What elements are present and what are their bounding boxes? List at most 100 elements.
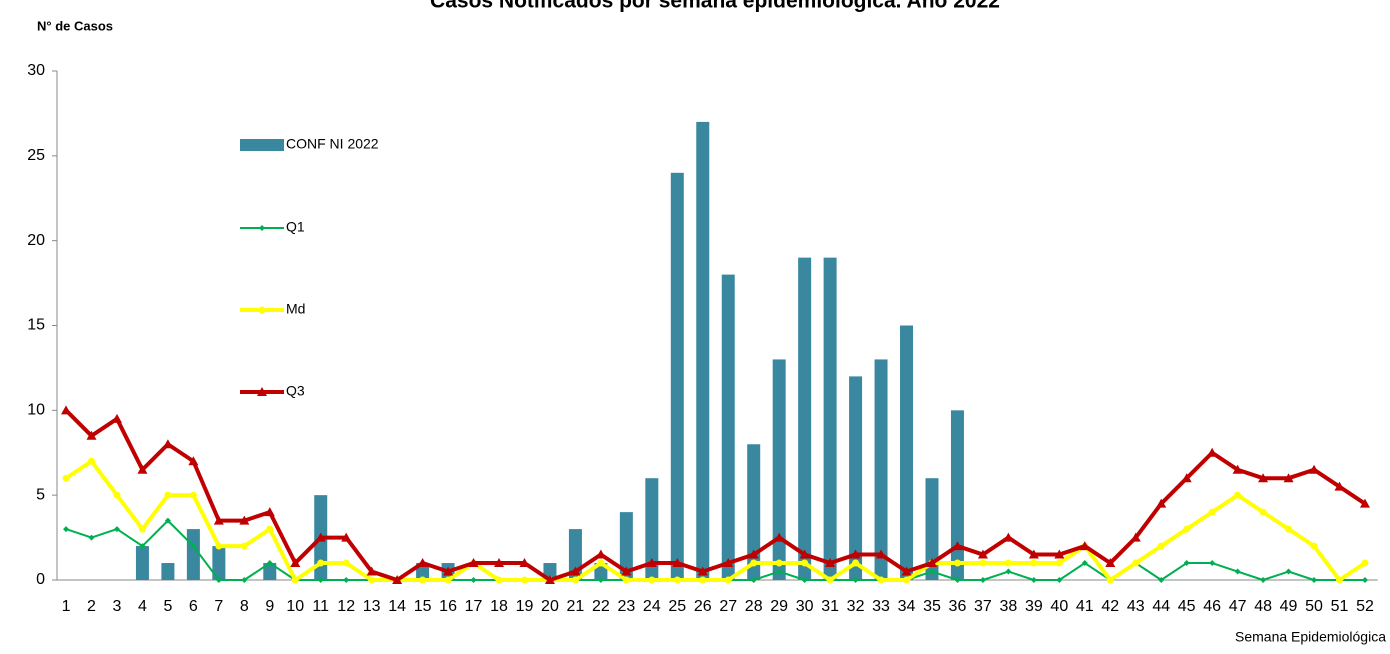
- marker: [597, 577, 604, 583]
- marker: [697, 566, 708, 576]
- x-tick-label: 11: [312, 598, 329, 615]
- marker: [852, 559, 860, 567]
- x-tick-label: 42: [1101, 598, 1119, 615]
- bar: [874, 359, 888, 580]
- marker: [215, 577, 222, 583]
- y-tick-label: 5: [36, 486, 45, 503]
- marker: [953, 559, 961, 567]
- y-tick-label: 10: [27, 402, 45, 419]
- y-tick-label: 0: [36, 571, 45, 588]
- marker: [519, 558, 530, 568]
- marker: [570, 566, 581, 576]
- bar: [645, 478, 659, 580]
- line: [64, 408, 1367, 582]
- marker: [646, 558, 657, 568]
- marker: [901, 566, 912, 576]
- x-tick-label: 26: [694, 598, 712, 615]
- x-tick-label: 13: [363, 598, 381, 615]
- x-tick-label: 21: [567, 598, 585, 615]
- bar: [721, 274, 735, 580]
- marker: [137, 464, 148, 474]
- x-tick-label: 40: [1050, 598, 1068, 615]
- marker: [852, 577, 859, 583]
- marker: [266, 560, 273, 567]
- marker: [1209, 560, 1216, 567]
- marker: [1157, 542, 1165, 550]
- marker: [1285, 525, 1293, 533]
- x-tick-label: 6: [189, 598, 198, 615]
- marker: [392, 575, 403, 584]
- marker: [444, 576, 452, 584]
- x-tick-label: 19: [516, 598, 534, 615]
- x-tick-label: 33: [872, 598, 890, 615]
- marker: [1003, 532, 1014, 542]
- marker: [1311, 577, 1318, 583]
- marker: [113, 491, 121, 499]
- marker: [699, 576, 707, 584]
- marker: [164, 517, 171, 524]
- marker: [724, 576, 732, 584]
- line: [65, 519, 1365, 581]
- marker: [1005, 568, 1012, 575]
- marker: [215, 542, 223, 550]
- x-tick-label: 44: [1152, 598, 1170, 615]
- marker: [1183, 525, 1191, 533]
- bar: [849, 376, 863, 580]
- x-tick-label: 46: [1203, 598, 1221, 615]
- bar: [900, 325, 914, 580]
- marker: [597, 559, 605, 567]
- bar: [212, 546, 226, 580]
- x-tick-label: 28: [745, 598, 763, 615]
- marker: [748, 549, 759, 559]
- legend-marker: [258, 306, 266, 314]
- legend-marker: [257, 387, 267, 396]
- y-tick-label: 20: [27, 232, 45, 249]
- marker: [977, 549, 988, 559]
- marker: [290, 558, 301, 568]
- marker: [317, 577, 324, 583]
- legend-label: Q1: [286, 219, 305, 235]
- x-tick-label: 29: [770, 598, 788, 615]
- x-tick-label: 51: [1331, 598, 1349, 615]
- marker: [86, 430, 97, 440]
- marker: [1309, 464, 1320, 474]
- bar: [135, 546, 149, 580]
- marker: [928, 568, 935, 575]
- marker: [239, 515, 250, 525]
- x-tick-label: 9: [265, 598, 274, 615]
- marker: [264, 507, 275, 517]
- marker: [1232, 464, 1243, 474]
- marker: [1130, 532, 1141, 542]
- line: [64, 459, 1367, 582]
- x-tick-label: 43: [1127, 598, 1145, 615]
- marker: [776, 568, 783, 575]
- marker: [571, 576, 579, 584]
- x-tick-label: 34: [898, 598, 916, 615]
- marker: [1156, 498, 1167, 508]
- bar: [263, 563, 277, 580]
- marker: [111, 413, 122, 423]
- marker: [1183, 560, 1190, 567]
- marker: [88, 457, 96, 465]
- marker: [826, 576, 834, 584]
- bar: [772, 359, 786, 580]
- marker: [979, 577, 986, 583]
- marker: [1079, 541, 1090, 551]
- y-tick-label: 30: [27, 62, 45, 79]
- marker: [417, 558, 428, 568]
- marker: [62, 474, 70, 482]
- marker: [673, 576, 681, 584]
- x-tick-label: 52: [1356, 598, 1374, 615]
- marker: [419, 576, 427, 584]
- marker: [926, 558, 937, 568]
- legend-label: CONF NI 2022: [286, 136, 379, 152]
- x-tick-label: 32: [847, 598, 865, 615]
- x-tick-label: 36: [949, 598, 967, 615]
- y-axis-label: N° de Casos: [37, 18, 113, 33]
- marker: [368, 576, 376, 584]
- bar: [186, 529, 200, 580]
- marker: [1028, 549, 1039, 559]
- x-tick-label: 7: [214, 598, 223, 615]
- marker: [1283, 473, 1294, 483]
